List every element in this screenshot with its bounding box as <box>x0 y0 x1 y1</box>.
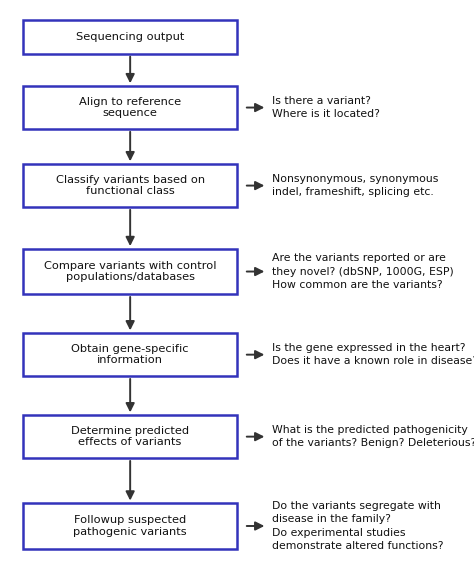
Text: Classify variants based on
functional class: Classify variants based on functional cl… <box>55 175 205 196</box>
Text: Compare variants with control
populations/databases: Compare variants with control population… <box>44 261 217 282</box>
FancyBboxPatch shape <box>23 415 237 458</box>
Text: What is the predicted pathogenicity
of the variants? Benign? Deleterious?: What is the predicted pathogenicity of t… <box>272 425 474 448</box>
Text: Is the gene expressed in the heart?
Does it have a known role in disease?: Is the gene expressed in the heart? Does… <box>272 343 474 366</box>
FancyBboxPatch shape <box>23 87 237 129</box>
FancyBboxPatch shape <box>23 249 237 294</box>
Text: Obtain gene-specific
information: Obtain gene-specific information <box>72 344 189 365</box>
Text: Sequencing output: Sequencing output <box>76 32 184 42</box>
Text: Align to reference
sequence: Align to reference sequence <box>79 97 181 118</box>
FancyBboxPatch shape <box>23 164 237 207</box>
Text: Determine predicted
effects of variants: Determine predicted effects of variants <box>71 426 189 447</box>
FancyBboxPatch shape <box>23 20 237 54</box>
Text: Nonsynonymous, synonymous
indel, frameshift, splicing etc.: Nonsynonymous, synonymous indel, framesh… <box>272 174 438 197</box>
FancyBboxPatch shape <box>23 503 237 549</box>
Text: Followup suspected
pathogenic variants: Followup suspected pathogenic variants <box>73 515 187 537</box>
Text: Is there a variant?
Where is it located?: Is there a variant? Where is it located? <box>272 96 380 119</box>
Text: Do the variants segregate with
disease in the family?
Do experimental studies
de: Do the variants segregate with disease i… <box>272 501 443 552</box>
Text: Are the variants reported or are
they novel? (dbSNP, 1000G, ESP)
How common are : Are the variants reported or are they no… <box>272 253 454 290</box>
FancyBboxPatch shape <box>23 334 237 376</box>
